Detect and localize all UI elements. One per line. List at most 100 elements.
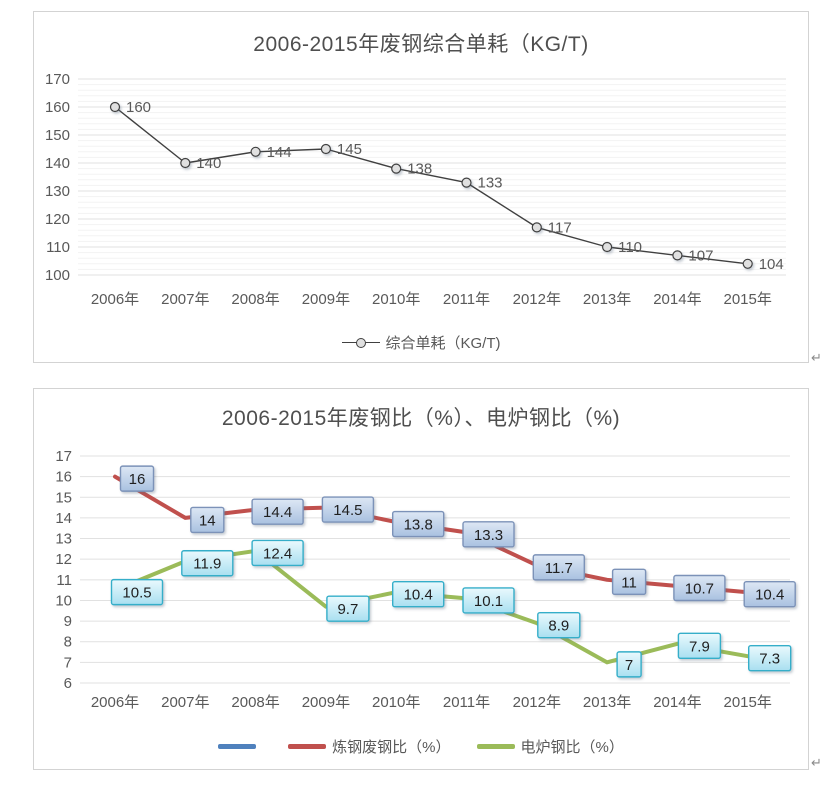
data-label-box	[616, 651, 642, 678]
x-tick-label: 2014年	[653, 694, 701, 711]
legend: 综合单耗（KG/T)	[34, 332, 808, 353]
data-label: 14.4	[263, 504, 292, 521]
y-tick-label: 17	[55, 448, 72, 465]
data-label: 117	[548, 219, 572, 236]
data-label: 107	[688, 247, 713, 264]
data-label: 9.7	[337, 601, 358, 618]
line-plot-scrap-ratio: 17 16 15 14 13 12 11 10 9 8 7 6 2006年 2007年 2008年 2009年…	[55, 448, 796, 711]
data-point-marker	[601, 241, 613, 253]
data-label-box	[392, 580, 445, 608]
data-label-box	[251, 498, 304, 525]
data-point-marker	[672, 250, 683, 261]
y-tick-label: 10	[55, 592, 72, 609]
data-label-box	[251, 539, 304, 567]
data-label-box	[673, 574, 726, 602]
data-label: 110	[618, 239, 642, 256]
legend-label: 电炉钢比（%）	[520, 739, 624, 756]
data-label: 10.1	[474, 593, 503, 610]
data-label: 7.9	[689, 638, 710, 655]
legend-item-unit-consumption[interactable]: 综合单耗（KG/T)	[341, 332, 501, 353]
data-label-box	[110, 578, 164, 606]
y-tick-label: 8	[64, 634, 72, 651]
data-label: 14	[199, 512, 216, 529]
data-label: 144	[267, 144, 292, 161]
y-tick-label: 12	[55, 551, 72, 568]
line-swatch	[288, 744, 327, 749]
x-tick-label: 2006年	[91, 291, 139, 308]
data-label: 13.3	[474, 527, 503, 544]
y-tick-label: 15	[55, 489, 72, 506]
data-label-box	[532, 554, 585, 581]
data-label-box	[321, 496, 375, 523]
data-label: 104	[759, 256, 784, 273]
data-point-marker	[109, 101, 121, 113]
y-tick-label: 13	[55, 531, 72, 548]
data-label-box	[462, 521, 515, 548]
gridlines	[78, 78, 786, 276]
data-label: 8.9	[548, 618, 569, 635]
paragraph-mark: ↵	[811, 350, 822, 365]
x-tick-label: 2013年	[583, 694, 631, 711]
y-tick-label: 120	[45, 211, 70, 228]
data-point-marker	[461, 177, 472, 188]
data-label: 160	[126, 99, 151, 116]
data-label: 11.7	[545, 560, 573, 577]
y-tick-label: 100	[45, 267, 70, 284]
y-tick-label: 9	[64, 613, 72, 630]
x-tick-label: 2012年	[513, 291, 561, 308]
y-tick-label: 160	[45, 99, 70, 116]
data-label: 10.4	[404, 587, 433, 604]
chart-panel-unit-consumption: 2006-2015年废钢综合单耗（KG/T) 170 160 150 140 130 12…	[33, 11, 809, 363]
data-label: 10.4	[755, 587, 784, 604]
data-label: 133	[478, 175, 503, 192]
x-tick-label: 2009年	[302, 694, 350, 711]
data-label: 10.5	[122, 585, 151, 602]
data-point-marker	[250, 146, 261, 157]
legend: 炼钢废钢比（%） 电炉钢比（%）	[34, 736, 808, 757]
data-point-marker	[180, 157, 191, 169]
data-label: 145	[337, 141, 362, 158]
data-point-marker	[391, 163, 402, 174]
y-tick-label: 170	[45, 71, 70, 88]
x-tick-label: 2015年	[724, 291, 772, 308]
x-tick-label: 2014年	[653, 291, 701, 308]
data-label-box	[119, 465, 155, 492]
data-label: 11	[621, 574, 637, 591]
legend-item-eaf-steel-ratio[interactable]: 电炉钢比（%）	[476, 736, 624, 757]
legend-label: 综合单耗（KG/T)	[385, 335, 501, 352]
legend-item-blue[interactable]	[218, 744, 262, 749]
data-label-box	[462, 587, 515, 614]
y-tick-label: 130	[45, 183, 70, 200]
data-label-box	[611, 568, 647, 596]
x-tick-label: 2012年	[513, 694, 561, 711]
x-tick-label: 2007年	[161, 291, 209, 308]
legend-label: 炼钢废钢比（%）	[332, 739, 451, 756]
series-line: 16 14 14.4 14.5 13.8 13.3 11.7 11 10.7 10.4	[113, 465, 796, 608]
legend-item-steelmaking-scrap-ratio[interactable]: 炼钢废钢比（%）	[288, 736, 451, 757]
y-tick-label: 11	[56, 572, 72, 589]
x-tick-label: 2011年	[443, 291, 490, 308]
data-label: 14.5	[333, 502, 362, 519]
data-label: 13.8	[404, 517, 433, 534]
data-point-marker	[320, 143, 331, 155]
data-label: 12.4	[263, 545, 292, 562]
data-point-marker	[531, 222, 542, 233]
line-plot-unit-consumption: 170 160 150 140 130 120 110 100 2006年 2007年 2008年 2…	[45, 71, 786, 308]
line-marker-swatch	[341, 337, 380, 348]
y-tick-label: 150	[45, 127, 70, 144]
x-tick-label: 2015年	[724, 694, 772, 711]
data-label: 140	[196, 155, 221, 172]
data-label: 7.3	[759, 651, 780, 668]
data-label: 7	[625, 657, 633, 674]
line-swatch	[476, 744, 515, 749]
data-label: 10.7	[685, 581, 714, 598]
data-label: 16	[129, 471, 146, 488]
x-tick-label: 2010年	[372, 694, 420, 711]
x-tick-label: 2008年	[231, 291, 279, 308]
y-tick-label: 16	[55, 469, 72, 486]
line-swatch	[218, 744, 257, 749]
x-tick-label: 2008年	[231, 694, 279, 711]
y-tick-label: 7	[64, 654, 72, 671]
x-tick-label: 2011年	[443, 694, 490, 711]
data-label-box	[392, 510, 445, 538]
